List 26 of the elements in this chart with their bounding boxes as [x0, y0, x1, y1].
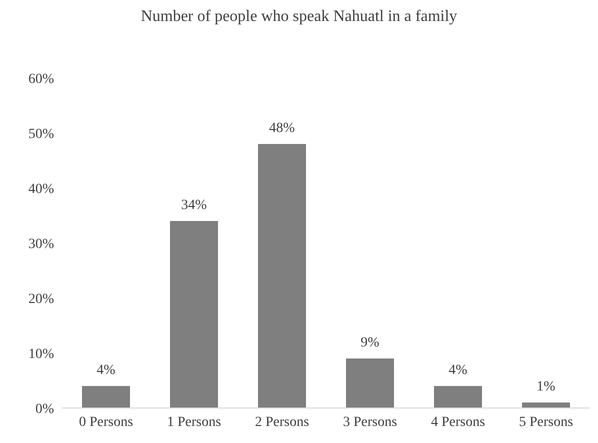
- x-tick-label: 0 Persons: [78, 414, 134, 430]
- data-label: 1%: [536, 380, 556, 394]
- x-tick-label: 3 Persons: [342, 414, 398, 430]
- y-tick-label: 10%: [28, 346, 54, 362]
- bar: [522, 402, 570, 408]
- bar: [434, 386, 482, 408]
- y-tick-label: 20%: [28, 292, 54, 307]
- chart-title: Number of people who speak Nahuatl in a family: [140, 8, 458, 26]
- y-tick-label: 50%: [28, 126, 54, 142]
- y-tick-label: 40%: [28, 182, 54, 197]
- bar: [170, 221, 218, 408]
- x-tick-label: 1 Persons: [166, 414, 222, 430]
- bar: [82, 386, 130, 408]
- data-label: 4%: [448, 363, 468, 378]
- bar: [258, 144, 306, 408]
- x-tick-label: 5 Persons: [518, 414, 574, 430]
- data-label: 9%: [360, 336, 380, 350]
- y-tick-label: 60%: [28, 72, 54, 87]
- data-label: 4%: [96, 363, 116, 378]
- data-label: 34%: [181, 198, 208, 213]
- bar: [346, 358, 394, 408]
- data-label: 48%: [269, 121, 296, 136]
- x-tick-label: 2 Persons: [254, 414, 310, 430]
- y-tick-label: 30%: [28, 236, 54, 252]
- x-tick-label: 4 Persons: [430, 414, 486, 430]
- y-tick-label: 0%: [35, 402, 54, 417]
